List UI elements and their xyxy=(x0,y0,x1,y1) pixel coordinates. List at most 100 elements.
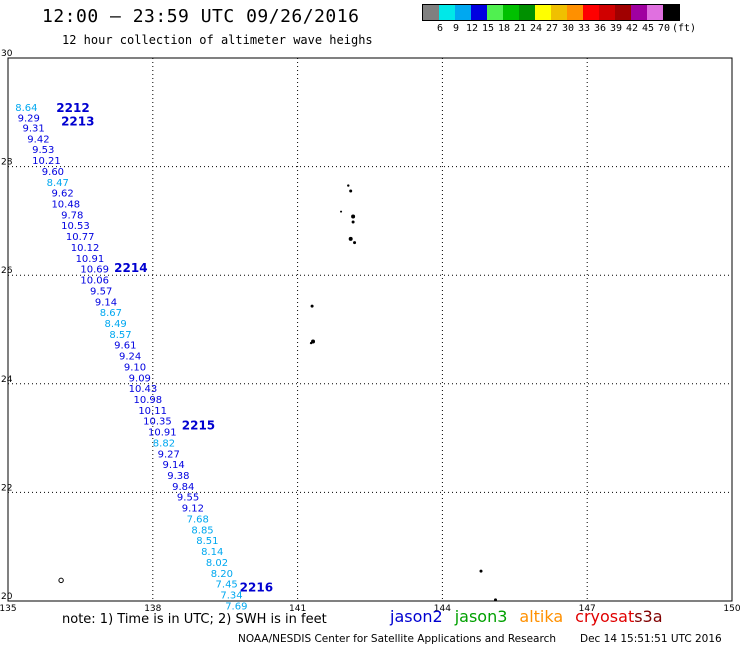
legend-swatch xyxy=(471,5,487,20)
wave-height-value: 7.34 xyxy=(220,590,242,601)
x-tick-label: 150 xyxy=(723,604,740,614)
legend-label: 39 xyxy=(610,23,623,34)
island-mark xyxy=(353,241,357,245)
wave-height-value: 9.14 xyxy=(162,460,184,471)
wave-height-value: 10.43 xyxy=(129,384,158,395)
footer-note: note: 1) Time is in UTC; 2) SWH is in fe… xyxy=(62,612,327,627)
y-tick-label: 26 xyxy=(1,266,13,276)
y-tick-label: 28 xyxy=(1,158,13,168)
legend-swatch xyxy=(551,5,567,20)
wave-height-value: 9.09 xyxy=(129,373,151,384)
mission-jason2: jason2 xyxy=(390,607,443,626)
wave-height-value: 8.51 xyxy=(196,536,218,547)
island-mark xyxy=(493,598,497,602)
x-tick-label: 147 xyxy=(579,604,596,614)
mission-s3a: s3a xyxy=(634,607,663,626)
wave-height-value: 10.06 xyxy=(80,276,109,287)
y-tick-label: 20 xyxy=(1,592,13,602)
wave-height-value: 9.84 xyxy=(172,482,194,493)
legend-swatches xyxy=(422,4,680,21)
wave-height-value: 7.68 xyxy=(187,514,209,525)
pass-number-label: 2213 xyxy=(61,114,94,128)
legend-label: 27 xyxy=(546,23,559,34)
x-tick-label: 135 xyxy=(0,604,17,614)
island-mark xyxy=(351,214,356,219)
wave-height-value: 9.27 xyxy=(158,449,180,460)
island-mark xyxy=(310,304,314,308)
legend-label: 42 xyxy=(626,23,639,34)
legend-label: 24 xyxy=(530,23,543,34)
wave-height-value: 8.20 xyxy=(211,569,233,580)
wave-height-value: 8.14 xyxy=(201,547,223,558)
wave-height-value: 9.42 xyxy=(27,134,49,145)
wave-height-value: 10.53 xyxy=(61,221,90,232)
legend-swatch xyxy=(503,5,519,20)
mission-legend: jason2 jason3 altika cryosats3a xyxy=(390,607,675,626)
mission-jason3: jason3 xyxy=(454,607,508,626)
wave-height-value: 7.45 xyxy=(216,580,238,591)
y-tick-label: 22 xyxy=(1,483,12,493)
legend-swatch xyxy=(567,5,583,20)
wave-height-value: 8.47 xyxy=(47,178,69,189)
wave-height-value: 8.85 xyxy=(191,525,213,536)
wave-height-value: 10.21 xyxy=(32,156,61,167)
legend-label: 9 xyxy=(453,23,460,34)
island-mark xyxy=(351,220,355,224)
chart-subtitle: 12 hour collection of altimeter wave hei… xyxy=(62,33,373,47)
wave-height-value: 9.60 xyxy=(42,167,64,178)
wave-height-value: 9.31 xyxy=(22,124,44,135)
wave-height-value: 10.12 xyxy=(71,243,100,254)
legend-label: 12 xyxy=(466,23,479,34)
wave-height-value: 9.38 xyxy=(167,471,189,482)
wave-height-value: 10.77 xyxy=(66,232,95,243)
pass-number-label: 2214 xyxy=(114,261,147,275)
pass-number-label: 2212 xyxy=(56,101,89,115)
wave-height-value: 9.53 xyxy=(32,145,54,156)
y-tick-label: 30 xyxy=(1,49,13,59)
legend-label: 21 xyxy=(514,23,527,34)
wave-height-value: 9.61 xyxy=(114,341,136,352)
wave-height-value: 9.29 xyxy=(18,114,40,125)
wave-height-value: 10.35 xyxy=(143,417,172,428)
legend-label: 36 xyxy=(594,23,607,34)
credit-text: NOAA/NESDIS Center for Satellite Applica… xyxy=(238,633,556,645)
island-mark xyxy=(347,184,350,187)
legend-label: 6 xyxy=(437,23,444,34)
chart-title: 12:00 — 23:59 UTC 09/26/2016 xyxy=(42,6,360,27)
legend-swatch xyxy=(583,5,599,20)
legend-labels: 6 9 12 15 18 21 24 27 30 33 36 39 42 45 70 (ft) xyxy=(422,21,696,35)
wave-height-value: 9.24 xyxy=(119,352,141,363)
island-mark xyxy=(479,569,483,573)
wave-height-value: 10.91 xyxy=(148,428,177,439)
legend-label: 15 xyxy=(482,23,495,34)
wave-height-value: 9.57 xyxy=(90,286,112,297)
wave-height-value: 9.78 xyxy=(61,210,83,221)
legend-swatch xyxy=(535,5,551,20)
x-tick-label: 138 xyxy=(144,604,161,614)
timestamp-text: Dec 14 15:51:51 UTC 2016 xyxy=(580,633,722,645)
legend-label: 18 xyxy=(498,23,511,34)
wave-height-value: 9.55 xyxy=(177,493,199,504)
pass-number-label: 2215 xyxy=(182,419,215,433)
island-mark xyxy=(349,189,353,193)
y-tick-label: 24 xyxy=(1,375,13,385)
legend-swatch xyxy=(663,5,679,20)
mission-cryosat: cryosat xyxy=(575,607,635,626)
wave-height-value: 10.11 xyxy=(138,406,167,417)
wave-height-value: 10.69 xyxy=(80,265,109,276)
color-legend: 6 9 12 15 18 21 24 27 30 33 36 39 42 45 70 (ft) xyxy=(422,4,696,35)
x-tick-label: 144 xyxy=(434,604,451,614)
x-tick-label: 141 xyxy=(289,604,306,614)
island-mark xyxy=(340,210,343,213)
legend-swatch xyxy=(487,5,503,20)
plot-frame xyxy=(7,57,733,602)
legend-label: 33 xyxy=(578,23,591,34)
island-mark xyxy=(309,341,313,345)
wave-height-value: 10.91 xyxy=(76,254,105,265)
wave-height-value: 9.12 xyxy=(182,504,204,515)
wave-height-value: 8.57 xyxy=(109,330,131,341)
open-circle-marker xyxy=(58,577,64,584)
pass-number-label: 2216 xyxy=(240,580,273,594)
wave-height-value: 8.82 xyxy=(153,438,175,449)
wave-height-value: 9.10 xyxy=(124,362,146,373)
